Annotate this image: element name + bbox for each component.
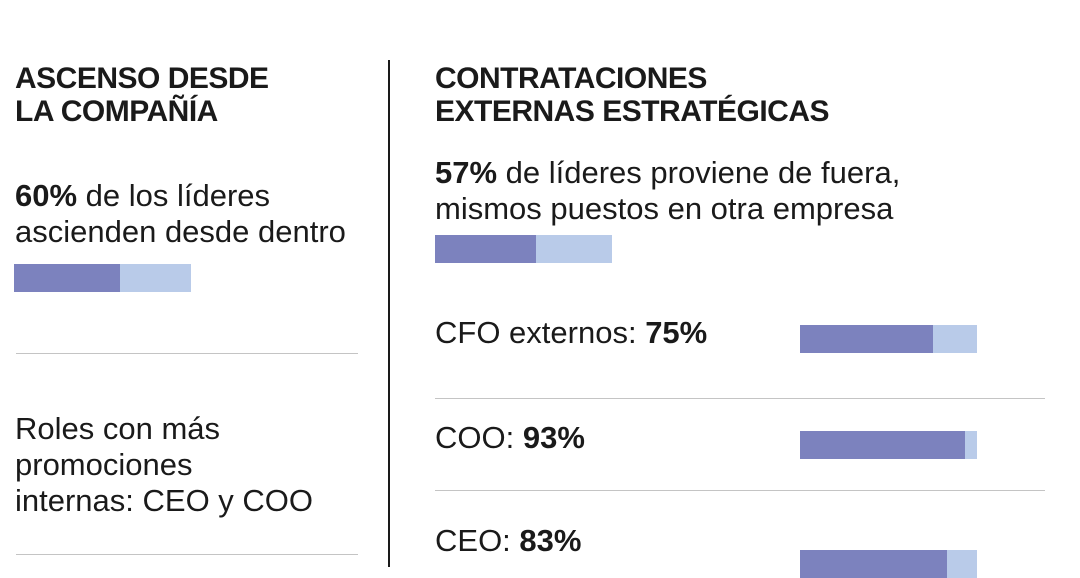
bar-internal-promotion: [14, 264, 191, 292]
left-heading-line2: LA COMPAÑÍA: [15, 95, 218, 128]
bar-fill: [800, 325, 933, 353]
right-stat-value: 57%: [435, 155, 498, 190]
bar-remainder: [120, 264, 191, 292]
right-stat-text-2: mismos puestos en otra empresa: [435, 191, 894, 226]
roles-line3: internas: CEO y COO: [15, 483, 314, 518]
divider: [435, 398, 1045, 399]
divider: [435, 490, 1045, 491]
cfo-value: 75%: [645, 315, 708, 350]
divider: [16, 554, 358, 555]
right-stat-text-1: de líderes proviene de fuera,: [497, 155, 901, 190]
left-stat: 60% de los líderes ascienden desde dentr…: [15, 178, 346, 250]
divider: [16, 353, 358, 354]
roles-line2: promociones: [15, 447, 193, 482]
roles-text: Roles con más promociones internas: CEO …: [15, 411, 313, 519]
coo-row: COO: 93%: [435, 420, 585, 456]
bar-fill: [435, 235, 536, 263]
bar-remainder: [535, 235, 612, 263]
left-heading-line1: ASCENSO DESDE: [15, 62, 269, 95]
column-divider: [388, 60, 390, 567]
bar-remainder: [932, 325, 977, 353]
ceo-label: CEO:: [435, 523, 520, 558]
bar-coo: [800, 431, 977, 459]
bar-fill: [14, 264, 121, 292]
bar-ceo: [800, 550, 977, 578]
left-heading: ASCENSO DESDE LA COMPAÑÍA: [15, 62, 475, 128]
bar-remainder: [964, 431, 977, 459]
coo-label: COO:: [435, 420, 523, 455]
bar-remainder: [946, 550, 977, 578]
right-heading-line1: CONTRATACIONES: [435, 62, 707, 95]
left-stat-value: 60%: [15, 178, 78, 213]
right-stat: 57% de líderes proviene de fuera, mismos…: [435, 155, 900, 227]
right-heading-line2: EXTERNAS ESTRATÉGICAS: [435, 95, 830, 128]
cfo-label: CFO externos:: [435, 315, 646, 350]
right-heading: CONTRATACIONES EXTERNAS ESTRATÉGICAS: [435, 62, 895, 128]
roles-line1: Roles con más: [15, 411, 221, 446]
left-stat-text-2: ascienden desde dentro: [15, 214, 346, 249]
bar-fill: [800, 431, 965, 459]
cfo-row: CFO externos: 75%: [435, 315, 707, 351]
coo-value: 93%: [522, 420, 585, 455]
bar-fill: [800, 550, 947, 578]
bar-external-hires: [435, 235, 612, 263]
bar-cfo: [800, 325, 977, 353]
ceo-row: CEO: 83%: [435, 523, 581, 559]
left-stat-text-1: de los líderes: [77, 178, 271, 213]
ceo-value: 83%: [519, 523, 582, 558]
